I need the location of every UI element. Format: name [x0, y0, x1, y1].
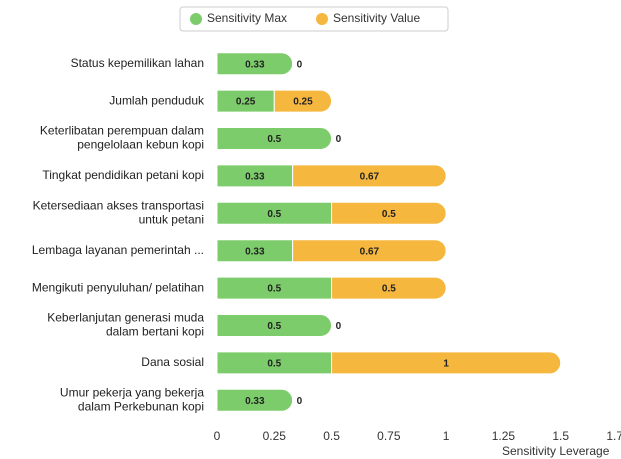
- value-label: 0.67: [360, 246, 380, 257]
- category-label: dalam bertani kopi: [106, 325, 204, 339]
- x-tick-label: 1.75: [606, 429, 621, 443]
- category-label: Tingkat pendidikan petani kopi: [42, 168, 204, 182]
- category-label: Dana sosial: [141, 355, 204, 369]
- x-tick-label: 0: [214, 429, 221, 443]
- value-label: 0: [336, 134, 342, 145]
- category-label: Status kepemilikan lahan: [71, 56, 204, 70]
- x-tick-label: 0.25: [263, 429, 287, 443]
- category-label: untuk petani: [139, 212, 204, 226]
- x-axis-title: Sensitivity Leverage: [502, 444, 610, 458]
- bar-segment: [331, 276, 447, 300]
- value-label: 1: [443, 359, 449, 370]
- value-label: 0.5: [382, 284, 396, 295]
- value-label: 0: [297, 396, 303, 407]
- value-label: 0.33: [245, 396, 265, 407]
- value-label: 0.5: [267, 209, 281, 220]
- legend-label: Sensitivity Max: [207, 11, 287, 25]
- bar-segment: [292, 239, 447, 263]
- bar-segment: [331, 201, 447, 225]
- value-label: 0.67: [360, 172, 380, 183]
- legend-label: Sensitivity Value: [333, 11, 420, 25]
- bar-segment: [292, 164, 447, 188]
- x-tick-label: 1.5: [552, 429, 569, 443]
- category-label: Keterlibatan perempuan dalam: [40, 124, 204, 138]
- x-tick-label: 0.5: [323, 429, 340, 443]
- category-label: dalam Perkebunan kopi: [78, 399, 204, 413]
- category-label: Ketersediaan akses transportasi: [33, 198, 204, 212]
- category-label: Jumlah penduduk: [109, 93, 205, 107]
- value-label: 0.33: [245, 172, 265, 183]
- value-label: 0.5: [267, 134, 281, 145]
- x-tick-label: 0.75: [377, 429, 401, 443]
- legend-swatch: [190, 13, 202, 25]
- category-label: Keberlanjutan generasi muda: [47, 311, 204, 325]
- value-label: 0: [297, 59, 303, 70]
- value-label: 0.33: [245, 59, 265, 70]
- value-label: 0.33: [245, 246, 265, 257]
- bar-segment: [273, 89, 332, 113]
- value-label: 0.5: [382, 209, 396, 220]
- value-label: 0.25: [293, 97, 313, 108]
- value-label: 0.5: [267, 284, 281, 295]
- legend-swatch: [316, 13, 328, 25]
- value-label: 0.5: [267, 321, 281, 332]
- bar-segment: [331, 351, 562, 375]
- legend-box: [179, 6, 449, 32]
- category-label: Umur pekerja yang bekerja: [60, 385, 204, 399]
- category-label: Mengikuti penyuluhan/ pelatihan: [32, 280, 204, 294]
- x-tick-label: 1.25: [492, 429, 516, 443]
- category-label: Lembaga layanan pemerintah ...: [32, 243, 204, 257]
- value-label: 0.25: [236, 97, 256, 108]
- value-label: 0.5: [267, 359, 281, 370]
- category-label: pengelolaan kebun kopi: [77, 138, 204, 152]
- x-tick-label: 1: [443, 429, 450, 443]
- value-label: 0: [336, 321, 342, 332]
